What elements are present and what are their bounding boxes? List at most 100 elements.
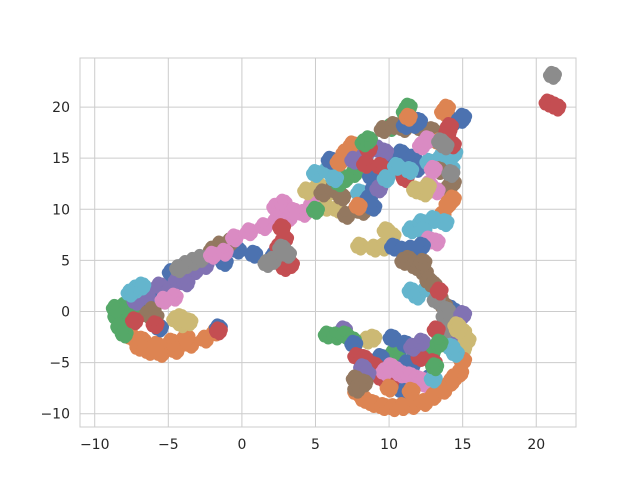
- scatter-point: [420, 177, 432, 189]
- x-tick-label: −5: [158, 437, 179, 453]
- scatter-point: [300, 181, 312, 193]
- scatter-point: [394, 143, 406, 155]
- scatter-point: [348, 369, 360, 381]
- scatter-point: [145, 300, 157, 312]
- x-tick-label: 0: [237, 437, 246, 453]
- scatter-point: [438, 136, 450, 148]
- scatter-point: [286, 201, 298, 213]
- scatter-point: [135, 276, 147, 288]
- y-tick-label: 20: [52, 100, 70, 116]
- scatter-point: [438, 213, 450, 225]
- x-tick-label: 5: [311, 437, 320, 453]
- scatter-points: [105, 65, 567, 418]
- scatter-point: [276, 193, 288, 205]
- scatter-point: [108, 298, 120, 310]
- scatter-point: [454, 109, 466, 121]
- scatter-point: [401, 107, 413, 119]
- scatter-point: [366, 393, 378, 405]
- scatter-point: [275, 218, 287, 230]
- scatter-point: [257, 217, 269, 229]
- scatter-point: [414, 213, 426, 225]
- y-axis-ticks: −10 −5 0 5 10 15 20: [40, 100, 70, 423]
- scatter-point: [205, 245, 217, 257]
- scatter-point: [382, 378, 394, 390]
- x-tick-label: 10: [380, 437, 398, 453]
- scatter-point: [247, 244, 259, 256]
- scatter-point: [117, 324, 129, 336]
- scatter-point: [432, 281, 444, 293]
- scatter-point: [432, 333, 444, 345]
- scatter-point: [135, 330, 147, 342]
- scatter-point: [357, 349, 369, 361]
- scatter-point: [404, 381, 416, 393]
- scatter-point: [456, 305, 468, 317]
- scatter-point: [345, 135, 357, 147]
- x-tick-label: 15: [454, 437, 472, 453]
- scatter-point: [150, 335, 162, 347]
- scatter-point: [353, 236, 365, 248]
- scatter-point: [447, 368, 459, 380]
- scatter-point: [416, 221, 428, 233]
- scatter-point: [172, 259, 184, 271]
- scatter-point: [444, 164, 456, 176]
- scatter-point: [385, 328, 397, 340]
- scatter-point: [439, 300, 451, 312]
- scatter-point: [328, 169, 340, 181]
- scatter-point: [347, 334, 359, 346]
- scatter-point: [281, 244, 293, 256]
- scatter-point: [379, 169, 391, 181]
- y-tick-label: −10: [40, 407, 70, 423]
- scatter-point: [550, 97, 562, 109]
- y-tick-label: 10: [52, 202, 70, 218]
- scatter-point: [385, 226, 397, 238]
- scatter-point: [360, 330, 372, 342]
- scatter-point: [373, 156, 385, 168]
- scatter-point: [127, 311, 139, 323]
- y-tick-label: 15: [52, 151, 70, 167]
- scatter-point: [439, 98, 451, 110]
- scatter-point: [361, 130, 373, 142]
- scatter-point: [448, 343, 460, 355]
- scatter-point: [157, 290, 169, 302]
- scatter-point: [386, 115, 398, 127]
- scatter-point: [420, 130, 432, 142]
- scatter-point: [366, 197, 378, 209]
- scatter-point: [173, 308, 185, 320]
- scatter-point: [194, 248, 206, 260]
- scatter-point: [360, 364, 372, 376]
- y-tick-label: 0: [61, 304, 70, 320]
- y-tick-label: 5: [61, 253, 70, 269]
- scatter-point: [332, 152, 344, 164]
- scatter-point: [339, 205, 351, 217]
- scatter-point: [442, 116, 454, 128]
- scatter-point: [451, 320, 463, 332]
- scatter-point: [414, 236, 426, 248]
- plot-frame: [79, 57, 577, 428]
- scatter-point: [308, 200, 320, 212]
- grid-lines: [80, 58, 576, 427]
- scatter-point: [401, 97, 413, 109]
- scatter-point: [260, 253, 272, 265]
- scatter-point: [445, 189, 457, 201]
- scatter-point: [357, 373, 369, 385]
- scatter-point: [416, 252, 428, 264]
- scatter-point: [428, 357, 440, 369]
- scatter-point: [228, 228, 240, 240]
- scatter-point: [414, 332, 426, 344]
- scatter-point: [164, 332, 176, 344]
- scatter-point: [351, 196, 363, 208]
- scatter-point: [242, 222, 254, 234]
- x-tick-label: −10: [80, 437, 110, 453]
- scatter-point: [152, 276, 164, 288]
- scatter-point: [426, 210, 438, 222]
- scatter-point: [373, 347, 385, 359]
- scatter-point: [425, 121, 437, 133]
- scatter-point: [389, 156, 401, 168]
- scatter-point: [403, 160, 415, 172]
- scatter-point: [361, 189, 373, 201]
- scatter-point: [429, 232, 441, 244]
- scatter-point: [308, 164, 320, 176]
- x-tick-label: 20: [527, 437, 545, 453]
- scatter-point: [148, 315, 160, 327]
- scatter-point: [545, 65, 557, 77]
